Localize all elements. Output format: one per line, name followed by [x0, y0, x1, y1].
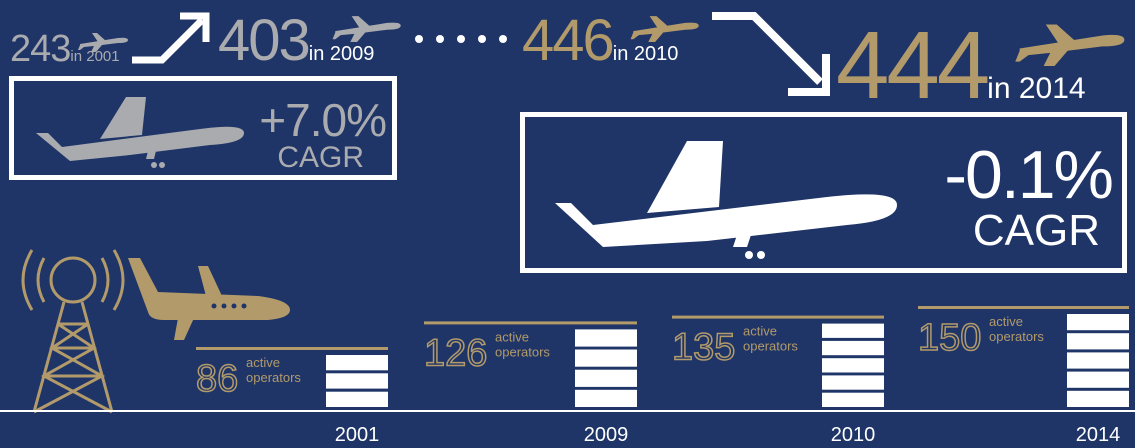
- operators-suffix-2009: active: [495, 329, 529, 344]
- bar-segment-2001: [326, 391, 388, 407]
- bar-segment-2010: [822, 392, 884, 407]
- bar-segment-2014: [1067, 390, 1129, 407]
- bar-segment-2014: [1067, 314, 1129, 331]
- bar-segment-2014: [1067, 352, 1129, 369]
- fleet-2009-value: 403: [218, 8, 311, 73]
- fleet-2001-year: in 2001: [70, 48, 120, 65]
- bar-segment-2010: [822, 358, 884, 373]
- operators-value-2001: 86: [196, 358, 238, 400]
- bar-segment-2009: [575, 389, 637, 407]
- bar-top-line-2001: [196, 347, 388, 350]
- fleet-2014-year: in 2014: [987, 72, 1086, 105]
- bar-segment-2010: [822, 340, 884, 356]
- fleet-2014-value: 444: [836, 12, 990, 119]
- cagr-2010-2014-label: CAGR: [972, 206, 1100, 255]
- operators-suffix-2014: operators: [989, 329, 1044, 344]
- cagr-box-2010-2014: -0.1% CAGR: [520, 112, 1127, 273]
- operators-suffix-2010: active: [743, 324, 777, 339]
- year-label-2010: 2010: [831, 424, 876, 446]
- cagr-2010-2014-value: -0.1%: [944, 137, 1114, 213]
- airplane-icon: [630, 16, 699, 42]
- operators-suffix-2001: operators: [246, 370, 301, 385]
- bar-segment-2009: [575, 349, 637, 367]
- bar-segment-2009: [575, 329, 637, 347]
- bar-segment-2010: [822, 375, 884, 390]
- arrow-up-right-icon: [132, 12, 210, 64]
- bar-segment-2009: [575, 369, 637, 387]
- operators-value-2010: 135: [672, 327, 735, 369]
- operators-value-2009: 126: [424, 332, 487, 374]
- bar-top-line-2010: [672, 315, 884, 319]
- airplane-icon: [36, 97, 244, 168]
- operators-suffix-2014: active: [989, 314, 1023, 329]
- fleet-2009-year: in 2009: [308, 43, 375, 65]
- dotted-connector: [415, 35, 507, 43]
- bar-segment-2001: [326, 373, 388, 389]
- operators-suffix-2009: operators: [495, 344, 550, 359]
- airplane-icon: [1015, 24, 1125, 66]
- bar-segment-2001: [326, 355, 388, 371]
- year-label-2009: 2009: [584, 424, 629, 446]
- cagr-box-2001-2009: +7.0% CAGR: [9, 76, 397, 180]
- baseline: [0, 410, 1135, 412]
- fleet-2001: 243in 2001: [10, 28, 120, 71]
- fleet-2010-year: in 2010: [612, 43, 679, 65]
- airplane-icon: [332, 16, 401, 42]
- bar-top-line-2009: [424, 321, 637, 325]
- operators-suffix-2001: active: [246, 355, 280, 370]
- bar-segment-2014: [1067, 371, 1129, 388]
- fleet-2001-value: 243: [10, 28, 71, 70]
- airplane-icon: [78, 33, 128, 52]
- operators-suffix-2010: operators: [743, 339, 798, 354]
- fleet-2010-value: 446: [522, 8, 615, 73]
- fleet-2014: 444in 2014: [836, 18, 1086, 114]
- business-jet-icon: [128, 258, 290, 340]
- bar-top-line-2014: [918, 306, 1129, 309]
- airplane-icon: [555, 141, 897, 259]
- arrow-down-right-icon: [712, 12, 830, 96]
- cagr-2001-2009-value: +7.0%: [259, 94, 387, 146]
- year-label-2014: 2014: [1076, 424, 1121, 446]
- fleet-2010: 446in 2010: [522, 12, 678, 70]
- bar-segment-2014: [1067, 333, 1129, 350]
- operators-value-2014: 150: [918, 317, 981, 359]
- fleet-2009: 403in 2009: [218, 12, 374, 70]
- bar-segment-2010: [822, 323, 884, 338]
- cagr-2001-2009-label: CAGR: [277, 141, 364, 174]
- radio-tower-icon: [21, 249, 125, 414]
- year-label-2001: 2001: [335, 424, 380, 446]
